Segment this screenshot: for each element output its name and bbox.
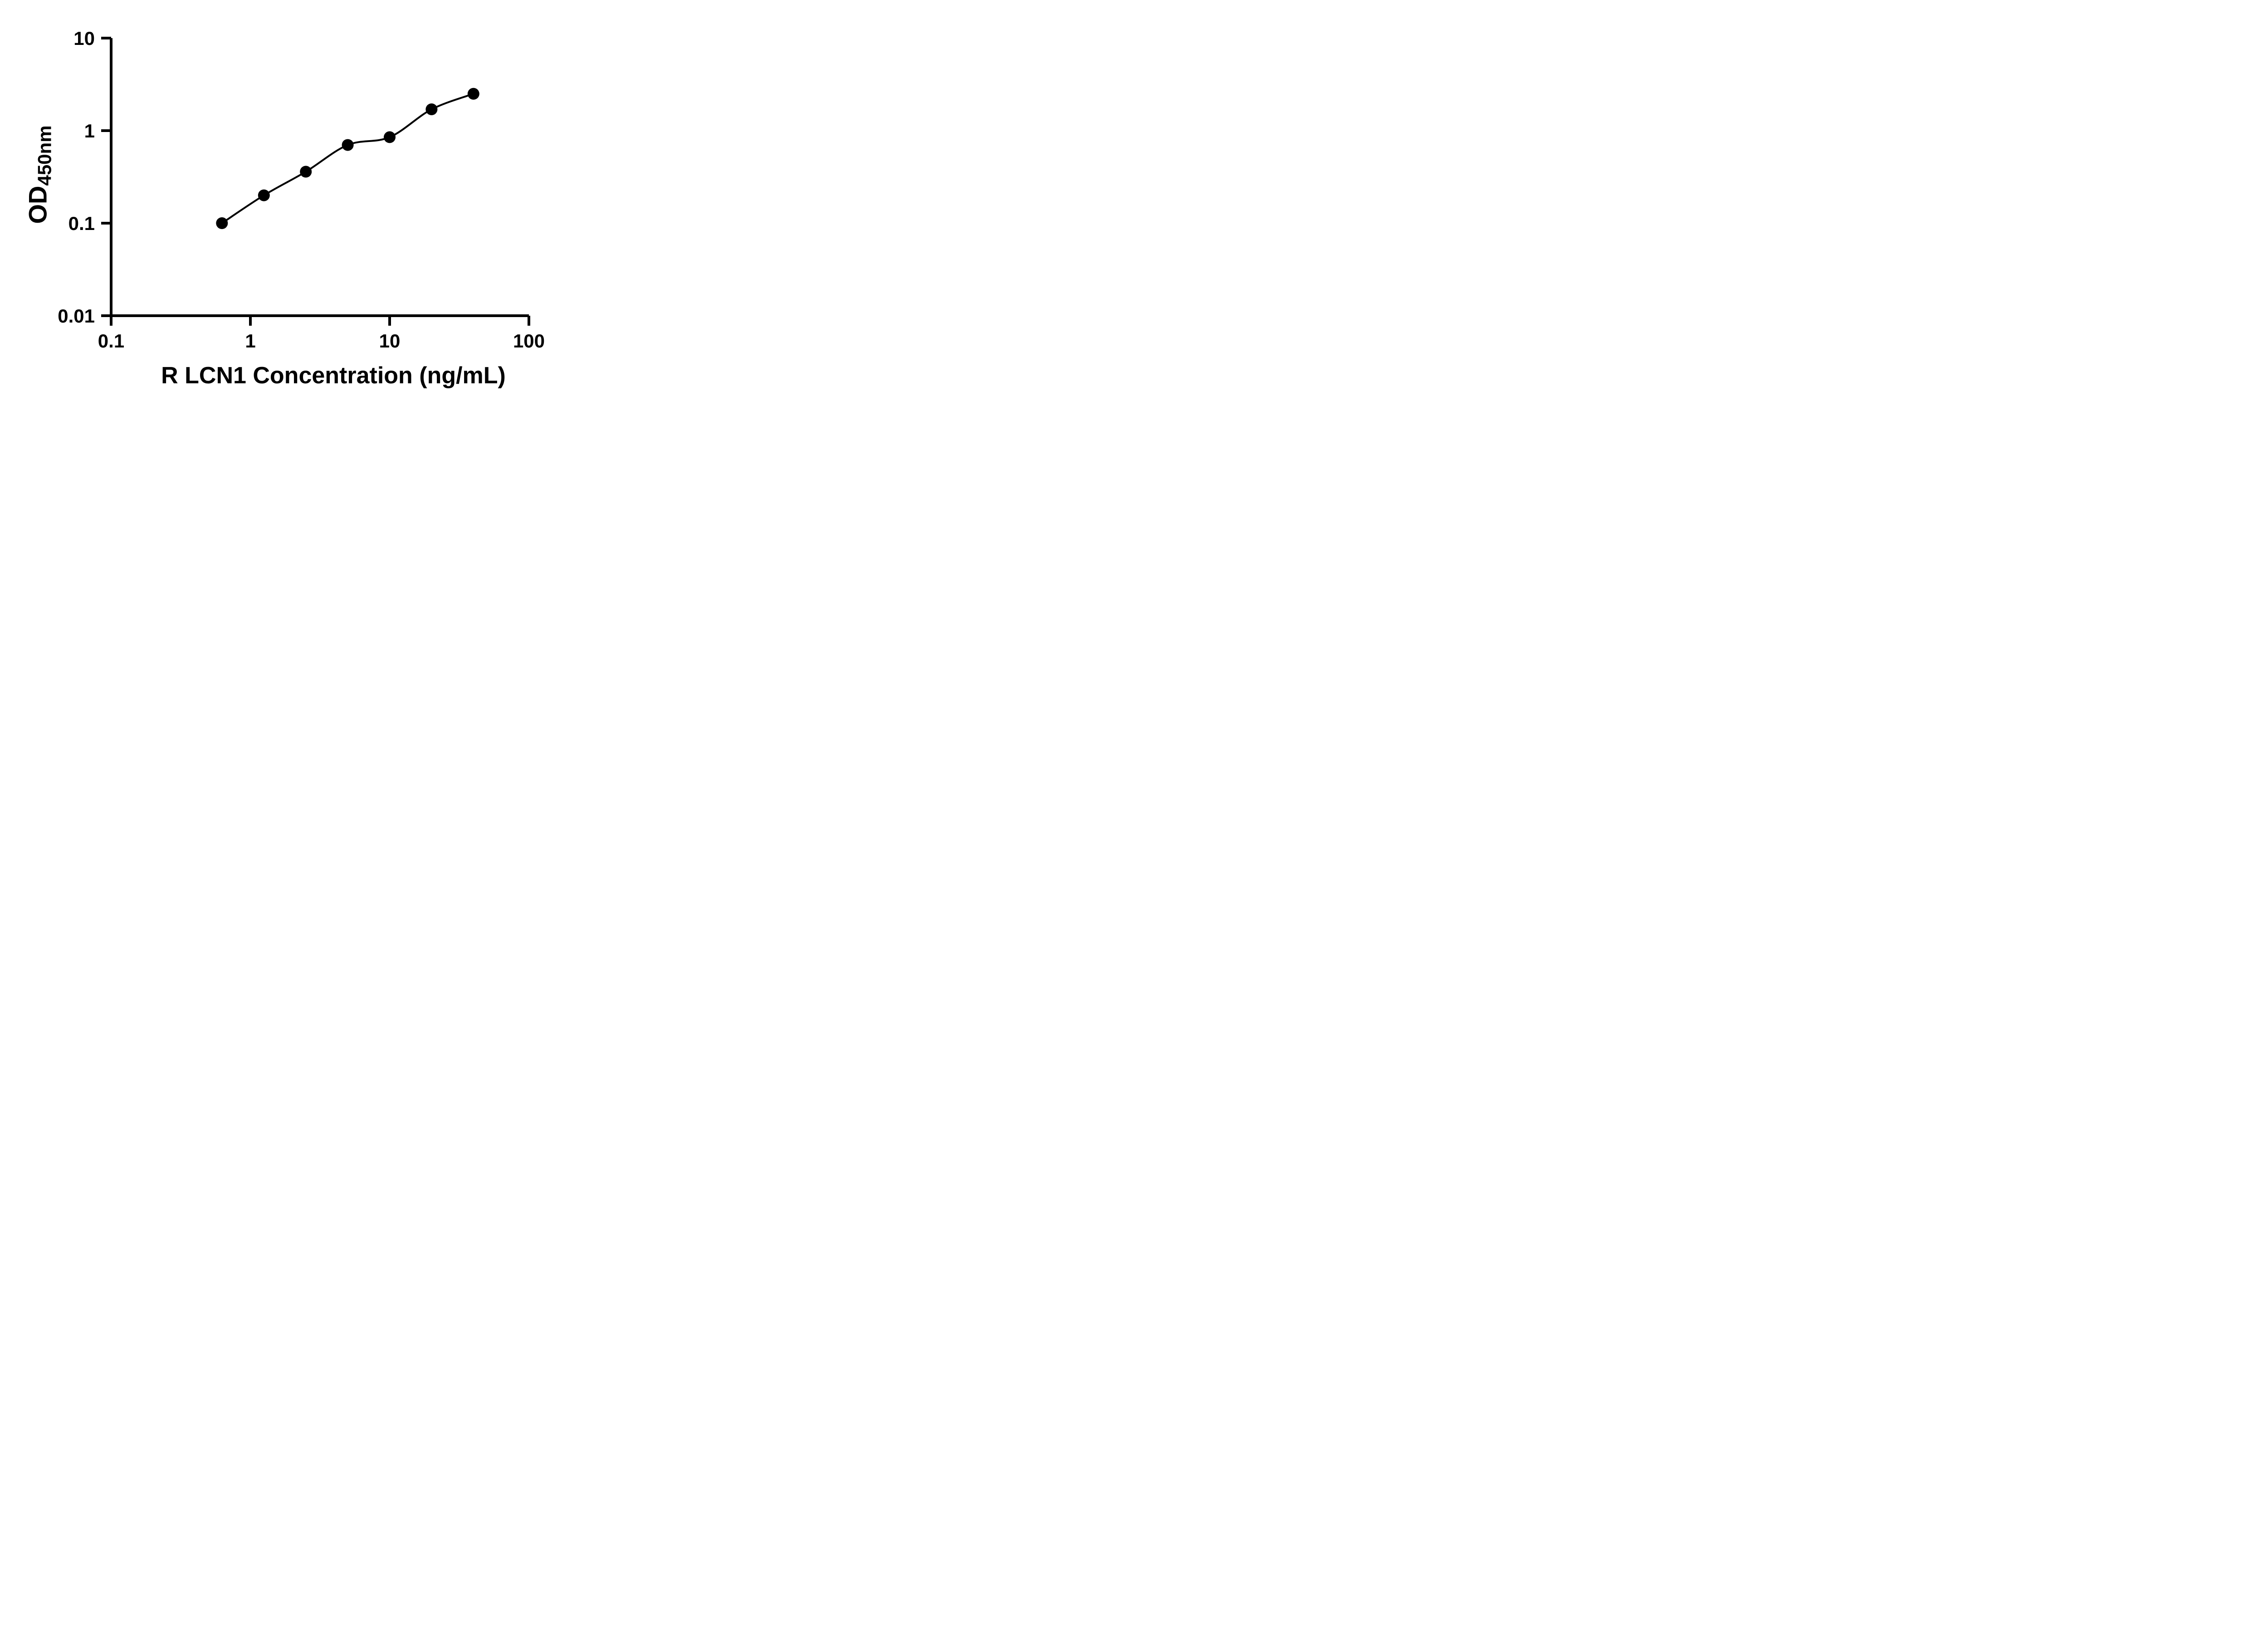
data-point [258,189,270,201]
y-axis-title-main: OD [23,186,52,224]
x-tick-label: 1 [245,330,255,352]
data-point [216,217,228,229]
y-tick-label: 0.01 [58,305,95,327]
axis-spines [110,38,529,317]
y-tick-label: 1 [84,120,95,142]
y-axis-title-subscript: 450nm [34,125,55,186]
y-tick-label: 10 [73,28,95,49]
y-axis-title: OD450nm [23,125,55,224]
x-axis-title: R LCN1 Concentration (ng/mL) [161,362,506,389]
elisa-standard-curve-figure: 0.1 1 10 100 0.01 0.1 1 10 OD450nm R LCN1 Conce… [0,0,583,408]
x-tick-label: 10 [379,330,401,352]
x-tick-label: 0.1 [98,330,124,352]
data-point [467,88,479,100]
y-tick-label: 0.1 [68,213,95,234]
x-tick-label: 100 [513,330,545,352]
data-point [300,166,312,178]
data-point [342,139,354,151]
data-point [384,131,396,143]
data-point [425,103,438,115]
